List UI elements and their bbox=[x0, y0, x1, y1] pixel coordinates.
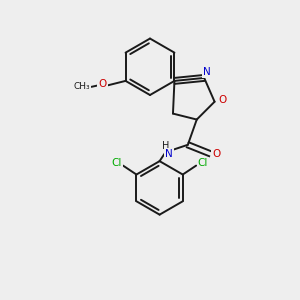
Text: O: O bbox=[212, 149, 221, 159]
Text: Cl: Cl bbox=[198, 158, 208, 168]
Text: N: N bbox=[165, 149, 173, 159]
Text: CH₃: CH₃ bbox=[74, 82, 90, 91]
Text: Cl: Cl bbox=[111, 158, 122, 168]
Text: H: H bbox=[162, 141, 169, 151]
Text: N: N bbox=[203, 67, 211, 77]
Text: O: O bbox=[98, 79, 106, 89]
Text: O: O bbox=[218, 95, 226, 105]
